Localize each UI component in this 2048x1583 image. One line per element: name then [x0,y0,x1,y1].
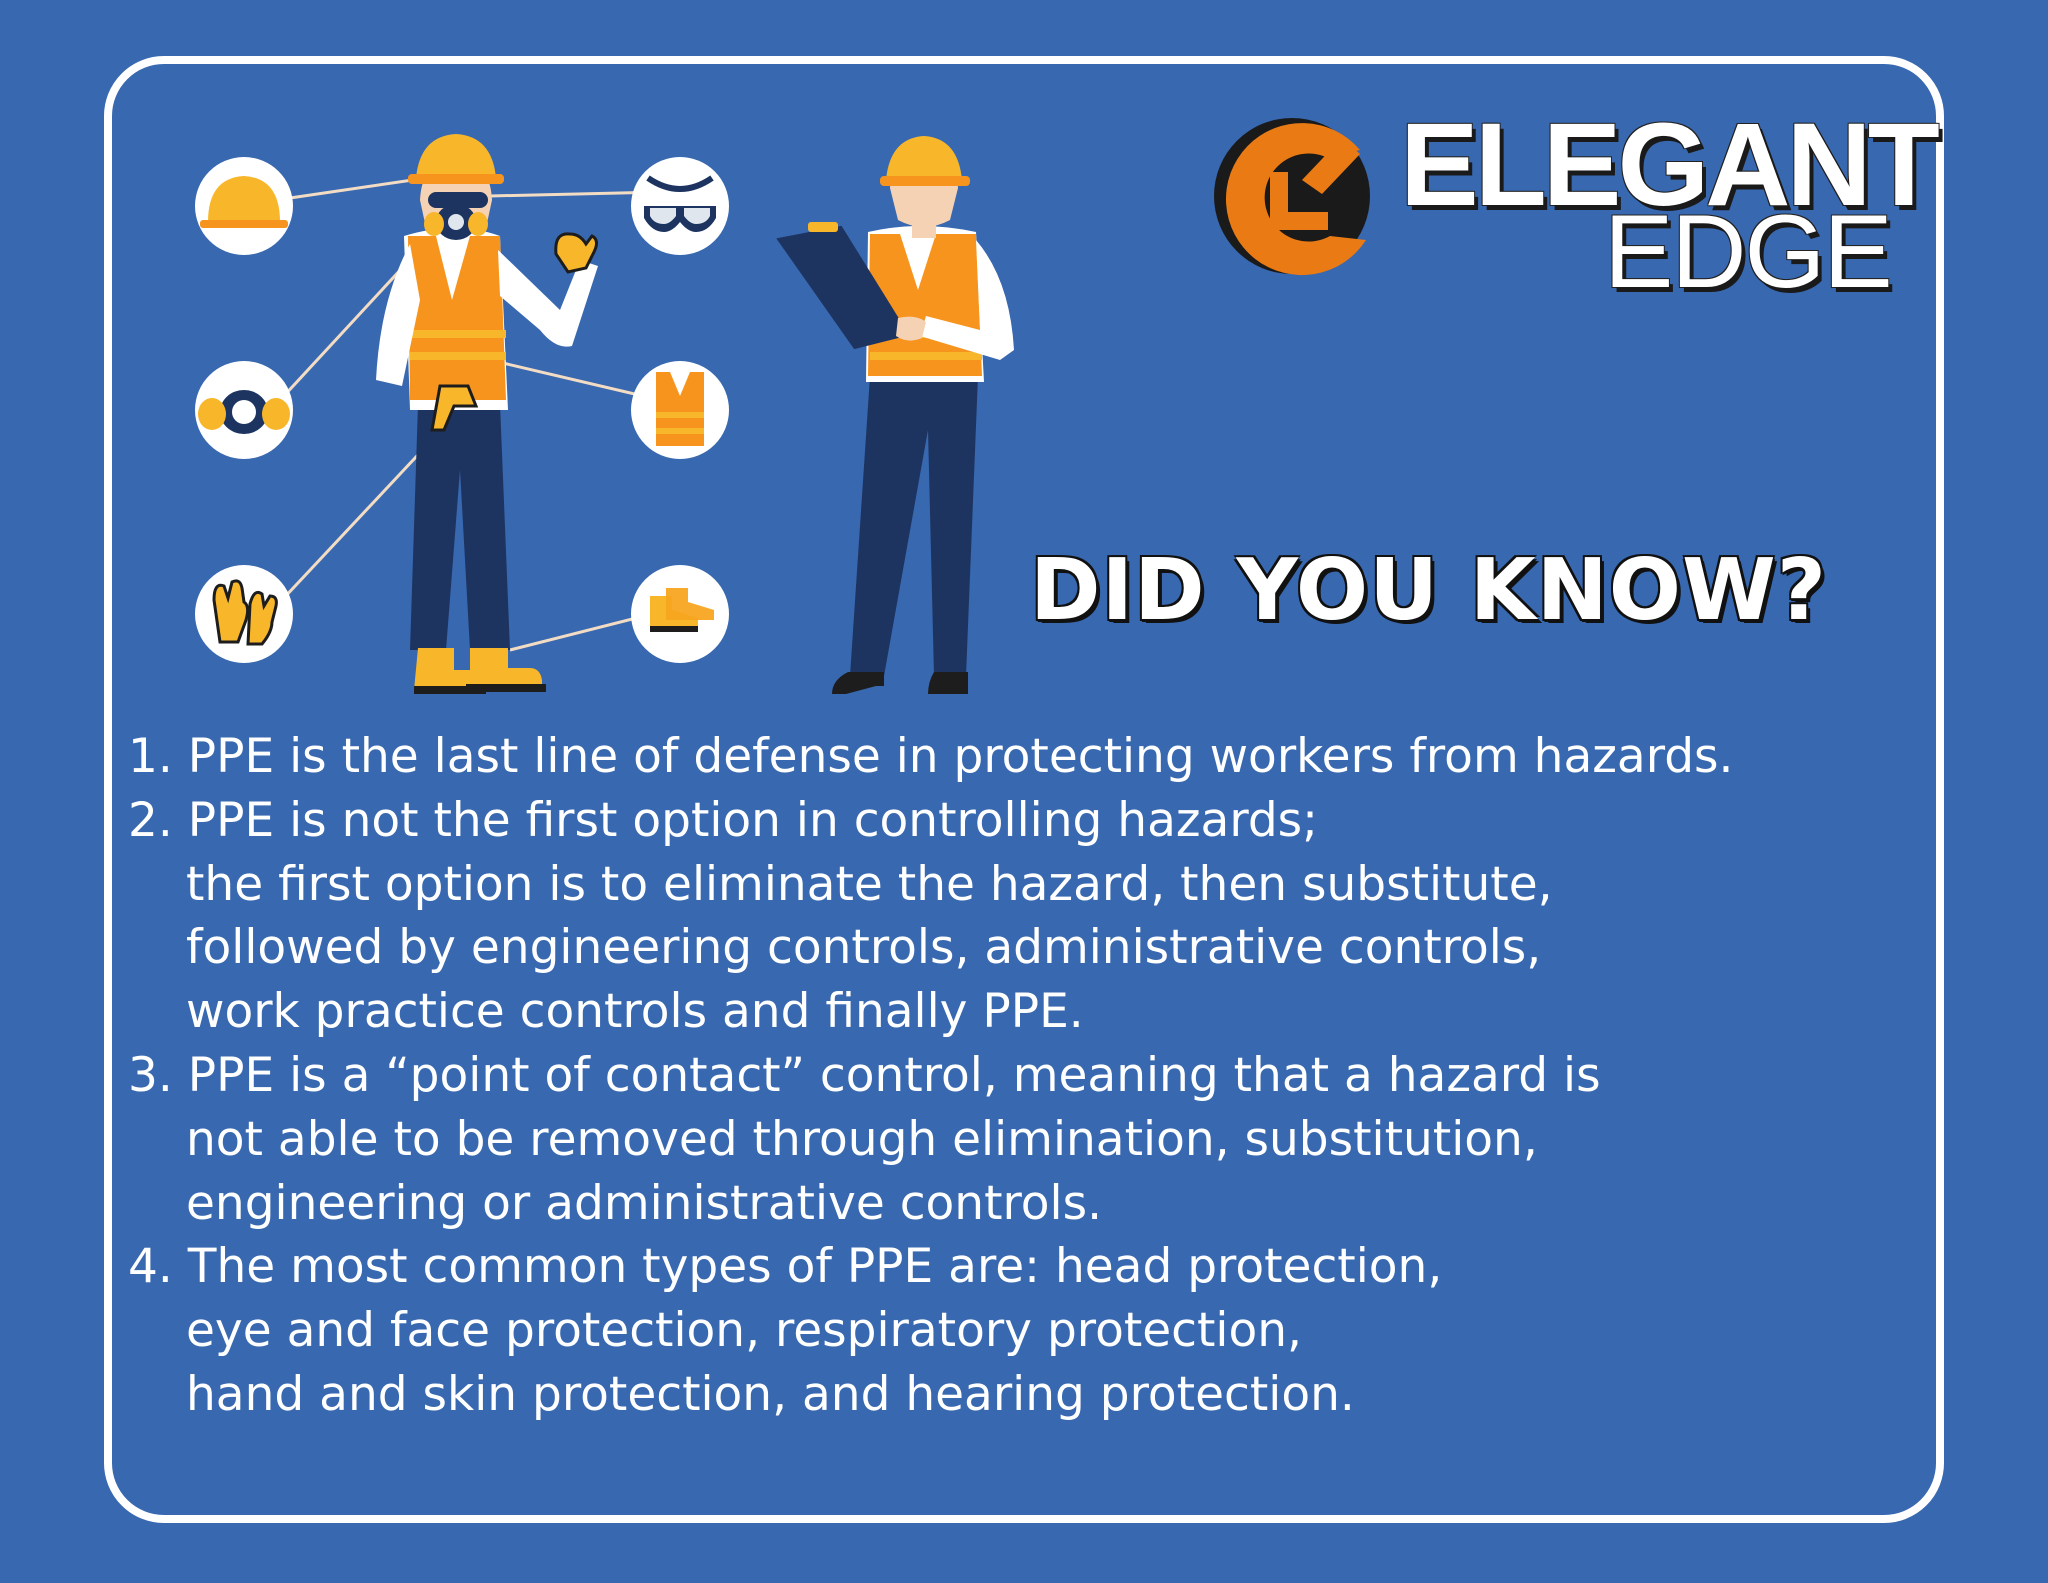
fact-line: hand and skin protection, and hearing pr… [186,1366,1355,1422]
safety-goggles-icon [631,157,729,255]
gloves-icon [195,565,293,663]
brand-name-line-1: ELEGANT [1400,99,1940,231]
fact-line: 1. PPE is the last line of defense in pr… [128,729,1734,784]
content-frame [104,56,1944,1523]
fact-line: not able to be removed through eliminati… [186,1111,1538,1167]
fact-line: the first option is to eliminate the haz… [186,856,1553,912]
fact-line: 3. PPE is a “point of contact” control, … [128,1047,1601,1103]
respirator-icon [195,361,293,459]
fact-item-4: 4. The most common types of PPE are: hea… [128,1235,1928,1426]
fact-line: 4. The most common types of PPE are: hea… [128,1239,1443,1295]
facts-list: 1. PPE is the last line of defense in pr… [128,725,1928,1427]
fact-item-1: 1. PPE is the last line of defense in pr… [128,725,1928,789]
headline: DID YOU KNOW? [1030,541,1828,640]
fact-line: followed by engineering controls, admini… [186,920,1542,976]
worker-with-ppe [376,134,599,694]
safety-boots-icon [631,565,729,663]
fact-line: work practice controls and finally PPE. [186,984,1084,1040]
fact-item-2: 2. PPE is not the first option in contro… [128,789,1928,1044]
hard-hat-icon [195,157,293,255]
elegant-edge-logo-mark [1214,118,1370,276]
fact-line: engineering or administrative controls. [186,1175,1103,1231]
fact-item-3: 3. PPE is a “point of contact” control, … [128,1044,1928,1235]
safety-vest-icon [631,361,729,459]
fact-line: eye and face protection, respiratory pro… [186,1303,1302,1359]
brand-name-line-2: EDGE [1604,194,1893,310]
fact-line: 2. PPE is not the first option in contro… [128,792,1319,848]
worker-with-clipboard [776,136,1014,694]
